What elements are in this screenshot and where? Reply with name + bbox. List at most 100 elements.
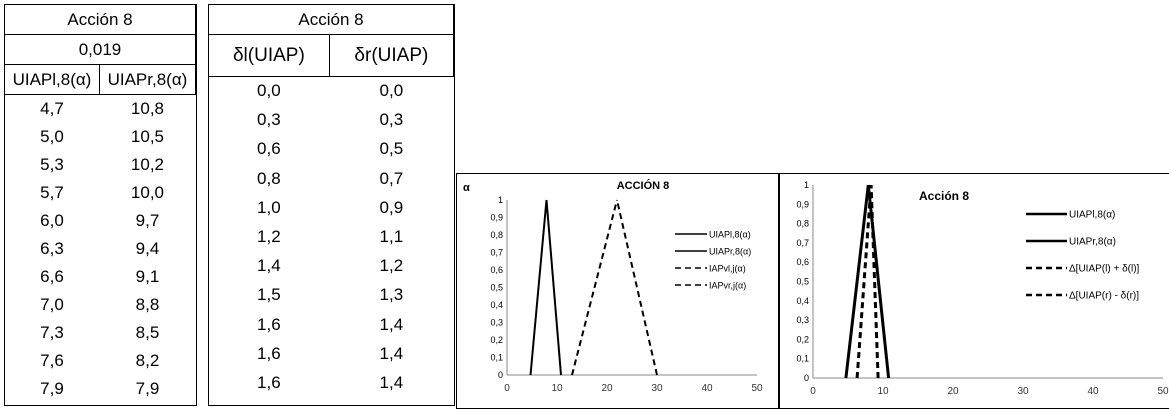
table-cell: 8,8 — [135, 294, 160, 314]
x-tick-label: 50 — [1157, 386, 1169, 397]
chart-title: ACCIÓN 8 — [617, 179, 670, 192]
table-cell: 7,9 — [40, 378, 64, 398]
y-tick-label: 0 — [498, 370, 503, 380]
table-cell: 7,3 — [40, 322, 64, 342]
table-cell: 6,6 — [40, 266, 64, 286]
x-tick-label: 40 — [1087, 386, 1099, 397]
table-cell: 8,2 — [135, 350, 160, 370]
table-row: 7,0 8,8 — [5, 291, 196, 319]
y-tick-label: 0,7 — [796, 238, 809, 248]
legend-label: UIAPr,8(α) — [709, 247, 751, 257]
series-line — [844, 184, 870, 379]
table-cell: 7,9 — [135, 378, 160, 398]
table-cell: 1,4 — [379, 314, 404, 334]
y-tick-label: 0,7 — [490, 248, 503, 258]
table-cell: 0,6 — [257, 139, 281, 159]
table-row: 6,6 9,1 — [5, 263, 196, 291]
table-cell: 1,0 — [257, 197, 281, 217]
x-tick-label: 0 — [810, 386, 816, 397]
y-tick-label: 0,4 — [490, 300, 503, 310]
x-tick-label: 20 — [947, 386, 959, 397]
table-cell: 10,8 — [130, 98, 165, 118]
table-cell: 5,0 — [40, 126, 64, 146]
y-tick-label: 0,3 — [490, 318, 503, 328]
table-row: 0,3 0,3 — [209, 106, 454, 135]
x-tick-label: 10 — [877, 386, 889, 397]
table-row: 5,7 10,0 — [5, 179, 196, 207]
table-row: 0,6 0,5 — [209, 135, 454, 164]
y-tick-label: 1 — [498, 195, 503, 205]
series-line — [869, 184, 880, 379]
series-line — [855, 184, 873, 379]
table-cell: 1,2 — [257, 227, 281, 247]
y-tick-label: 0,6 — [796, 257, 809, 267]
table-cell: 1,5 — [257, 285, 281, 305]
table-row: 1,6 1,4 — [209, 368, 454, 397]
y-tick-label: 0,4 — [796, 296, 809, 306]
table-cell: 1,1 — [379, 227, 404, 247]
table-cell: 6,0 — [40, 210, 64, 230]
table-row: 5,3 10,2 — [5, 151, 196, 179]
table-cell: 9,4 — [135, 238, 160, 258]
table-cell: 8,5 — [135, 322, 160, 342]
table-cell: 9,1 — [135, 266, 160, 286]
series-line — [571, 199, 618, 376]
table-title: Acción 8 — [208, 4, 454, 35]
table-cell: 0,9 — [379, 197, 404, 217]
table-cell: 1,6 — [257, 343, 281, 363]
table-row: 6,3 9,4 — [5, 235, 196, 263]
table-row: 0,0 0,0 — [209, 77, 454, 106]
y-tick-label: 0,9 — [490, 213, 503, 223]
series-line — [529, 199, 548, 376]
table-title: Acción 8 — [4, 4, 196, 35]
column-header: UIAPr,8(α) — [98, 64, 197, 95]
chart-1: 00,10,20,30,40,50,60,70,80,910 10 20 30 40 50… — [463, 179, 763, 394]
x-tick-label: 30 — [651, 383, 663, 394]
y-tick-label: 0,9 — [796, 199, 809, 209]
y-tick-label: 0,3 — [796, 315, 809, 325]
table-delta: Acción 8 δl(UIAP) δr(UIAP) 0,0 0,0 0,3 0,3 0… — [208, 4, 455, 398]
table-cell: 1,6 — [257, 372, 281, 392]
table-cell: 10,5 — [130, 126, 165, 146]
table-cell: 7,0 — [40, 294, 64, 314]
legend-label: UIAPl,8(α) — [1069, 210, 1115, 221]
chart-title: Acción 8 — [919, 189, 969, 203]
table-cell: 1,3 — [379, 285, 404, 305]
y-tick-label: 0,2 — [490, 335, 503, 345]
series-line — [616, 199, 658, 376]
table-cell: 0,0 — [379, 81, 404, 101]
table-value: 0,019 — [4, 34, 196, 65]
legend-label: UIAPl,8(α) — [709, 230, 751, 240]
y-tick-label: 0 — [804, 373, 809, 383]
table-cell: 7,6 — [40, 350, 64, 370]
x-tick-label: 20 — [601, 383, 613, 394]
table-cell: 1,4 — [257, 256, 281, 276]
y-tick-label: 1 — [804, 180, 809, 190]
table-cell: 1,2 — [379, 256, 404, 276]
x-tick-label: 50 — [751, 383, 763, 394]
table-row: 7,9 7,9 — [5, 375, 196, 403]
table-cell: 0,3 — [379, 110, 404, 130]
table-cell: 1,4 — [379, 343, 404, 363]
x-tick-label: 0 — [504, 383, 510, 394]
table-cell: 0,7 — [379, 168, 404, 188]
x-tick-label: 40 — [701, 383, 713, 394]
series-line — [545, 199, 562, 376]
table-row: 5,0 10,5 — [5, 123, 196, 151]
table-cell: 5,7 — [40, 182, 64, 202]
table-cell: 0,0 — [257, 81, 281, 101]
legend-label: IAPvr,j(α) — [709, 281, 746, 291]
legend-label: UIAPr,8(α) — [1069, 237, 1116, 248]
y-tick-label: 0,5 — [490, 283, 503, 293]
table-cell: 10,2 — [130, 154, 165, 174]
y-tick-label: 0,5 — [796, 277, 809, 287]
table-cell: 1,4 — [379, 372, 404, 392]
column-header: δr(UIAP) — [328, 34, 455, 77]
table-row: 1,6 1,4 — [209, 310, 454, 339]
table-cell: 5,3 — [40, 154, 64, 174]
x-tick-label: 30 — [1017, 386, 1029, 397]
table-cell: 0,5 — [379, 139, 404, 159]
table-uiap: Acción 8 0,019 UIAPl,8(α) UIAPr,8(α) 4,7… — [4, 4, 197, 403]
table-cell: 0,8 — [257, 168, 281, 188]
y-tick-label: 0,1 — [490, 353, 503, 363]
